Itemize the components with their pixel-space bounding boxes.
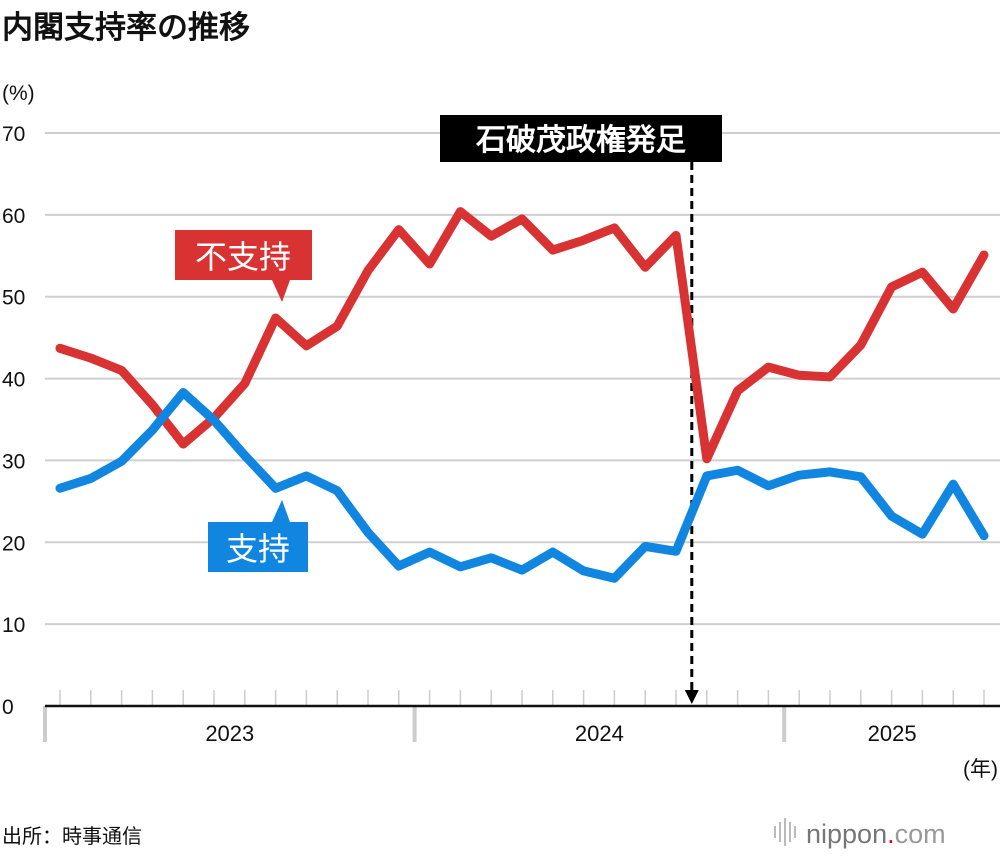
x-axis-label: (年) [963, 758, 998, 781]
y-axis-label: (%) [2, 82, 35, 105]
svg-text:nippon.com: nippon.com [806, 819, 946, 849]
series-label: 支持 [226, 531, 290, 567]
y-tick-label: 70 [2, 123, 25, 146]
y-tick-label: 30 [2, 450, 25, 473]
annotation-label: 石破茂政権発足 [475, 124, 686, 157]
annotation-box [440, 115, 722, 162]
y-tick-label: 10 [2, 614, 25, 637]
year-label: 2024 [575, 721, 624, 746]
year-label: 2025 [868, 721, 917, 746]
chart-title: 内閣支持率の推移 [2, 10, 250, 45]
series-line-1 [55, 387, 989, 583]
y-tick-label: 0 [2, 696, 14, 719]
year-label: 2023 [205, 721, 254, 746]
y-tick-label: 50 [2, 287, 25, 310]
arrow-down-icon [684, 690, 699, 704]
series-label-box-red [175, 230, 312, 302]
nippon-logo: nippon.com [774, 818, 946, 849]
y-tick-label: 60 [2, 205, 25, 228]
y-tick-label: 20 [2, 532, 25, 555]
series-label: 不支持 [195, 239, 291, 275]
y-tick-label: 40 [2, 369, 25, 392]
source-note: 出所：時事通信 [2, 825, 142, 848]
series-label-box-blue [208, 500, 308, 572]
